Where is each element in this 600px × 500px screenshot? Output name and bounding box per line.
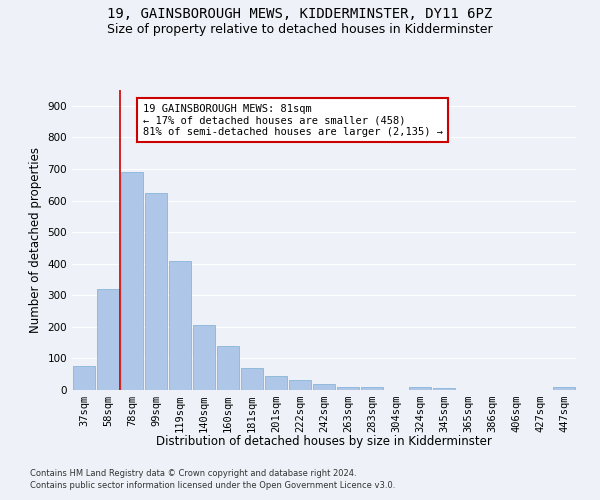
Bar — [121, 172, 143, 390]
Bar — [241, 368, 263, 390]
Bar — [361, 388, 383, 390]
Bar — [433, 388, 455, 390]
Bar — [169, 260, 191, 390]
Bar — [337, 387, 359, 390]
Bar — [409, 388, 431, 390]
Bar — [265, 376, 287, 390]
Text: Distribution of detached houses by size in Kidderminster: Distribution of detached houses by size … — [156, 435, 492, 448]
Bar — [553, 388, 575, 390]
Y-axis label: Number of detached properties: Number of detached properties — [29, 147, 42, 333]
Text: 19 GAINSBOROUGH MEWS: 81sqm
← 17% of detached houses are smaller (458)
81% of se: 19 GAINSBOROUGH MEWS: 81sqm ← 17% of det… — [143, 104, 443, 136]
Bar — [313, 384, 335, 390]
Text: 19, GAINSBOROUGH MEWS, KIDDERMINSTER, DY11 6PZ: 19, GAINSBOROUGH MEWS, KIDDERMINSTER, DY… — [107, 8, 493, 22]
Bar — [289, 380, 311, 390]
Bar — [217, 346, 239, 390]
Text: Size of property relative to detached houses in Kidderminster: Size of property relative to detached ho… — [107, 22, 493, 36]
Bar — [193, 326, 215, 390]
Bar — [145, 192, 167, 390]
Bar — [97, 289, 119, 390]
Bar — [73, 366, 95, 390]
Text: Contains HM Land Registry data © Crown copyright and database right 2024.: Contains HM Land Registry data © Crown c… — [30, 468, 356, 477]
Text: Contains public sector information licensed under the Open Government Licence v3: Contains public sector information licen… — [30, 481, 395, 490]
